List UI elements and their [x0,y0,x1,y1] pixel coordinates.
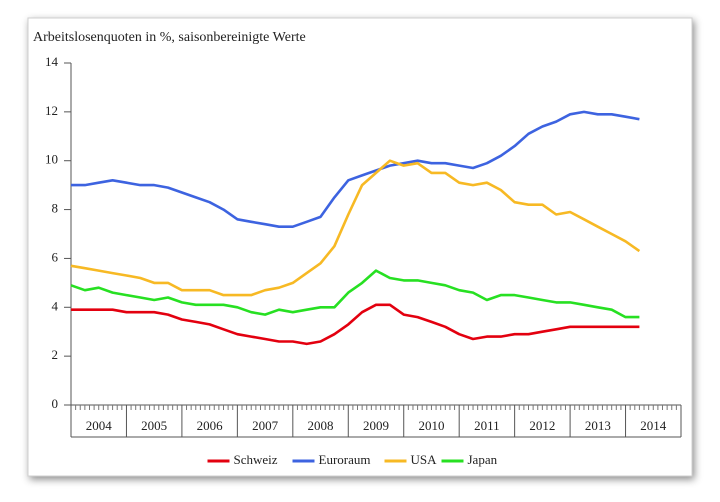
x-tick-label: 2009 [363,418,389,433]
y-tick-label: 14 [45,54,59,69]
x-tick-label: 2005 [141,418,167,433]
series-line [70,269,640,319]
x-tick-label: 2010 [418,418,444,433]
chart-card [27,17,693,477]
series-line [71,110,640,228]
x-tick-label: 2012 [529,418,555,433]
x-tick-label: 2006 [197,418,224,433]
legend-label: USA [411,452,438,467]
legend-label: Schweiz [234,452,278,467]
x-tick-label: 2007 [252,418,279,433]
y-tick-label: 8 [52,201,59,216]
x-tick-label: 2008 [308,418,334,433]
y-tick-label: 6 [52,249,59,264]
x-tick-label: 2004 [86,418,113,433]
chart-title: Arbeitslosenquoten in %, saisonbereinigt… [33,30,306,45]
legend-label: Japan [468,452,498,467]
y-tick-label: 0 [52,396,59,411]
y-tick-label: 10 [45,152,58,167]
series-line [70,159,641,297]
legend-label: Euroraum [319,452,371,467]
y-tick-label: 2 [52,347,59,362]
y-tick-label: 4 [52,298,59,313]
series-line [71,303,640,346]
y-tick-label: 12 [45,103,58,118]
x-tick-label: 2011 [474,418,500,433]
x-tick-label: 2014 [640,418,667,433]
x-tick-label: 2013 [585,418,611,433]
